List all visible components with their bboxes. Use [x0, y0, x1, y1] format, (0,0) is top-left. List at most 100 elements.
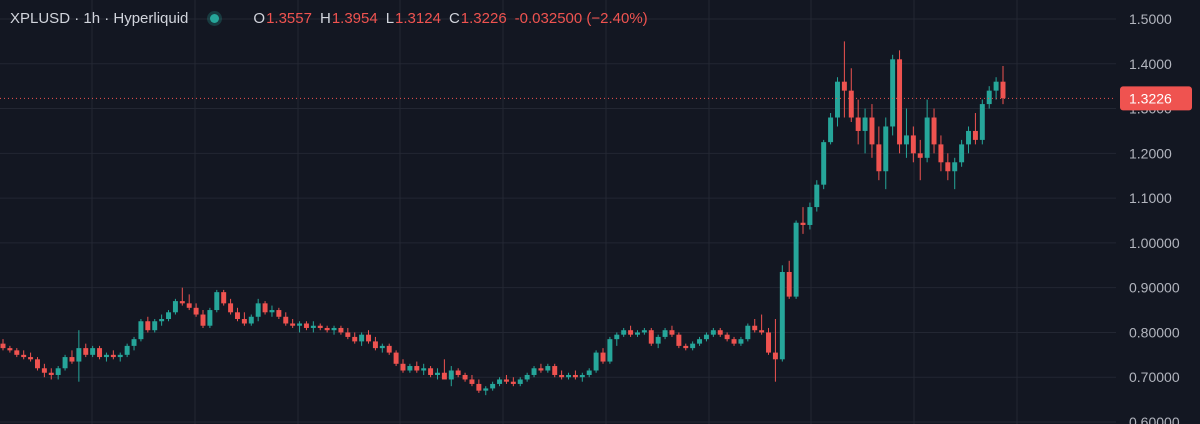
- candle: [883, 117, 889, 190]
- candle: [255, 298, 261, 322]
- candle: [710, 327, 716, 337]
- candle-body: [607, 339, 613, 362]
- candle-body: [393, 352, 399, 364]
- candle: [310, 321, 316, 333]
- candle: [193, 303, 199, 317]
- low-label: L: [385, 9, 395, 27]
- candle-body: [55, 368, 61, 375]
- candle: [503, 374, 509, 384]
- low-value: 1.3124: [395, 9, 441, 27]
- candle-body: [62, 357, 68, 369]
- candle: [41, 363, 47, 378]
- candle: [938, 135, 944, 172]
- candle-body: [538, 368, 544, 371]
- candle: [207, 307, 213, 328]
- candle: [510, 377, 516, 387]
- candle-body: [738, 339, 744, 344]
- candle: [572, 370, 578, 380]
- candle: [986, 86, 992, 109]
- candle-body: [766, 332, 771, 353]
- high-value: 1.3954: [331, 9, 378, 27]
- candle-body: [641, 330, 647, 333]
- candle-body: [490, 383, 496, 389]
- candle: [290, 319, 296, 328]
- candle: [159, 314, 165, 326]
- candle: [690, 341, 696, 351]
- candle-body: [621, 330, 627, 335]
- candle-body: [855, 117, 861, 131]
- candle-body: [897, 59, 903, 145]
- price-change: -0.032500 (−2.40%): [514, 9, 648, 27]
- candle-body: [931, 117, 937, 145]
- candle: [241, 312, 247, 326]
- candle-body: [676, 334, 682, 346]
- candle-body: [786, 271, 792, 297]
- candle: [552, 363, 558, 378]
- candle-body: [186, 303, 192, 308]
- candle-body: [566, 374, 571, 378]
- candle-body: [407, 366, 413, 371]
- candle-body: [938, 144, 944, 163]
- candle: [862, 108, 868, 154]
- candle-body: [545, 366, 551, 371]
- candle-body: [876, 144, 882, 172]
- candle: [414, 361, 420, 373]
- candle-body: [614, 334, 620, 340]
- y-tick-label: 1.1000: [1129, 190, 1172, 206]
- candle-body: [290, 323, 296, 326]
- candle-body: [669, 330, 675, 335]
- candle: [283, 312, 289, 326]
- candle: [428, 366, 434, 378]
- candle-body: [531, 368, 537, 375]
- candle: [669, 325, 675, 337]
- candle: [0, 339, 6, 351]
- candles: [0, 41, 1006, 396]
- candle-body: [76, 348, 82, 362]
- y-tick-label: 1.00000: [1129, 235, 1180, 251]
- candle: [421, 363, 427, 375]
- candle-body: [14, 350, 20, 355]
- candle-body: [297, 323, 303, 326]
- candle: [448, 366, 454, 387]
- candle-body: [69, 357, 75, 362]
- candle-body: [372, 341, 378, 349]
- candle-body: [745, 325, 751, 340]
- candle: [228, 298, 234, 315]
- candle: [752, 319, 758, 333]
- candle: [14, 348, 20, 358]
- candle: [903, 108, 909, 158]
- candle-body: [352, 336, 358, 342]
- candle-body: [131, 339, 137, 346]
- candle: [683, 343, 689, 351]
- price-axis[interactable]: 1.50001.40001.30001.20001.10001.000000.9…: [1129, 11, 1180, 424]
- candle: [166, 310, 171, 322]
- candle-body: [635, 332, 640, 335]
- candle: [455, 368, 461, 378]
- candle-body: [248, 316, 254, 324]
- symbol-label[interactable]: XPLUSD · 1h · Hyperliquid: [10, 9, 189, 27]
- candle-body: [21, 354, 27, 358]
- candle: [124, 343, 130, 358]
- candle-body: [228, 303, 234, 313]
- candle-body: [441, 372, 447, 380]
- candle: [800, 207, 806, 234]
- candle: [759, 314, 765, 335]
- candle: [21, 350, 27, 360]
- candle: [828, 113, 834, 145]
- candle-body: [648, 330, 654, 344]
- candle: [641, 327, 647, 335]
- candle-body: [724, 334, 730, 340]
- y-tick-label: 1.5000: [1129, 11, 1172, 27]
- candle: [303, 321, 309, 331]
- candle-body: [828, 117, 834, 143]
- candle: [338, 325, 344, 335]
- candle: [7, 345, 13, 353]
- candle: [276, 307, 282, 320]
- candle-body: [883, 126, 889, 172]
- candle-body: [262, 303, 268, 313]
- candle-body: [103, 354, 109, 358]
- candle-body: [221, 292, 227, 304]
- candle: [172, 298, 178, 315]
